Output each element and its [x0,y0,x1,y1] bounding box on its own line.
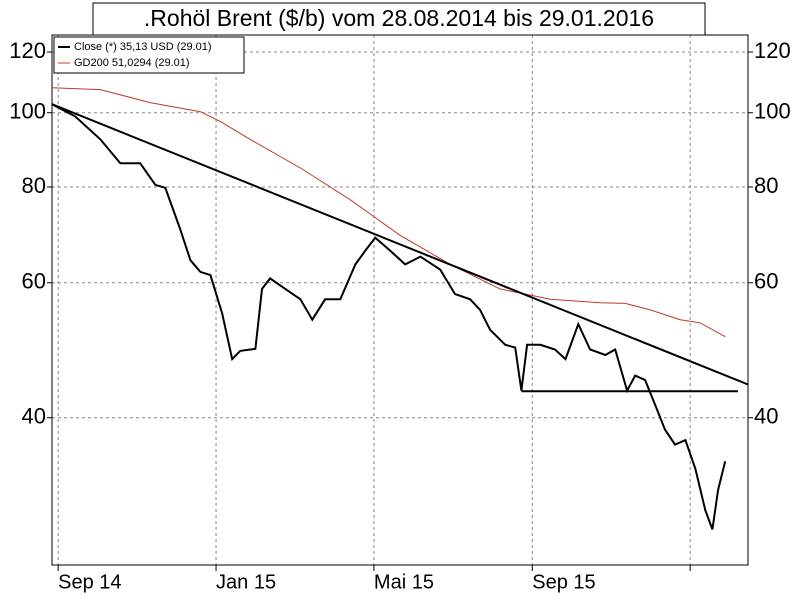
legend-box [53,36,245,74]
title-box [92,2,706,36]
y2-tick-label: 100 [754,99,791,124]
x-tick-label: Mai 15 [374,571,434,593]
plot-frame [51,34,749,566]
legend-label: GD200 51,0294 (29.01) [74,57,190,69]
y-tick-label: 40 [22,404,46,429]
y2-tick-label: 60 [754,269,778,294]
x-tick-label: Sep 15 [532,571,595,593]
y2-tick-label: 80 [754,173,778,198]
line-series [51,87,726,338]
y2-tick-label: 40 [754,404,778,429]
x-tick-label: Jan 15 [216,571,276,593]
y-tick-label: 120 [9,38,46,63]
y-tick-label: 60 [22,269,46,294]
y-tick-label: 80 [22,173,46,198]
line-series [51,103,727,530]
y2-tick-label: 120 [754,38,791,63]
legend-label: Close (*) 35,13 USD (29.01) [74,41,212,53]
trend-line [51,103,749,386]
y-tick-label: 100 [9,99,46,124]
chart-title: .Rohöl Brent ($/b) vom 28.08.2014 bis 29… [144,5,654,31]
x-tick-label: Sep 14 [58,571,121,593]
